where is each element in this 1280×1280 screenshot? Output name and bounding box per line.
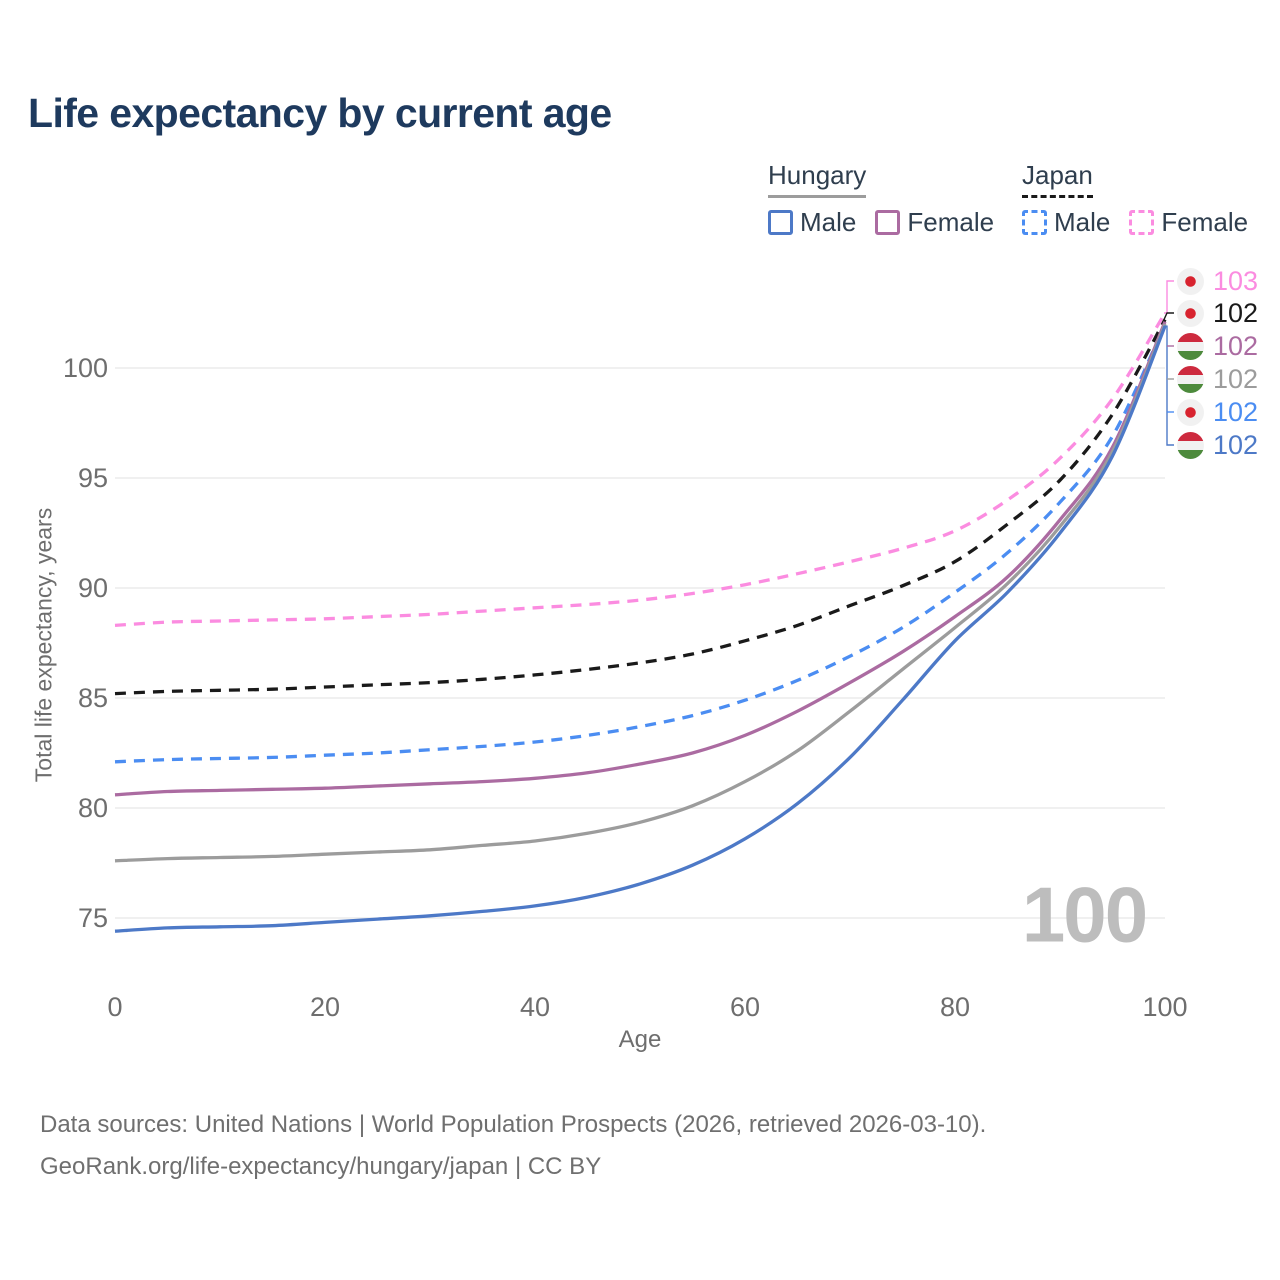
footer: Data sources: United Nations | World Pop… [40,1104,986,1188]
end-label-japan-male: 102 [1177,399,1258,426]
y-axis-title: Total life expectancy, years [30,507,57,783]
checkbox-hungary-male[interactable] [768,210,793,235]
leader-line-japan-female [1164,280,1174,314]
footer-attribution-link[interactable]: GeoRank.org/life-expectancy/hungary/japa… [40,1153,602,1180]
end-label-hungary-male: 102 [1177,432,1258,459]
series-line-japan-total[interactable] [114,318,1167,696]
end-label-japan-total: 102 [1177,300,1258,327]
legend-item-label: Male [1054,207,1111,237]
end-label-japan-female: 103 [1177,268,1258,295]
japan-flag-icon [1177,300,1204,327]
hungary-flag-icon [1177,333,1204,360]
legend-item-hungary-female[interactable]: Female [875,207,994,238]
hungary-flag-icon [1177,366,1204,393]
y-tick-label: 80 [77,793,108,823]
legend-group-japan: Japan Male Female [1022,160,1248,238]
legend-header-hungary[interactable]: Hungary [768,160,867,198]
series-line-japan-male[interactable] [114,323,1167,764]
end-label-value: 102 [1213,298,1259,328]
legend: Hungary Male Female Japan Male Female [768,160,1248,238]
y-tick-label: 90 [77,573,108,603]
end-label-value: 102 [1213,364,1259,394]
hungary-flag-icon [1177,432,1204,459]
y-tick-label: 75 [77,903,108,933]
leader-line-japan-total [1163,312,1174,320]
x-axis-title: Age [618,1026,662,1053]
series-line-japan-female[interactable] [114,312,1167,628]
checkbox-hungary-female[interactable] [875,210,901,235]
end-label-value: 102 [1213,331,1259,361]
legend-row-hungary: Male Female [768,207,1022,238]
legend-item-label: Male [800,207,857,237]
x-tick-label: 100 [1142,992,1188,1022]
checkbox-japan-male[interactable] [1022,210,1047,235]
footer-data-sources: Data sources: United Nations | World Pop… [40,1111,987,1138]
legend-item-japan-female[interactable]: Female [1129,207,1248,238]
checkbox-japan-female[interactable] [1129,210,1155,235]
legend-item-japan-male[interactable]: Male [1022,207,1110,238]
series-line-hungary-male[interactable] [114,325,1167,933]
y-tick-label: 95 [77,463,108,493]
legend-item-hungary-male[interactable]: Male [768,207,856,238]
x-tick-label: 0 [107,992,123,1022]
end-label-hungary-female: 102 [1177,333,1258,360]
x-tick-label: 80 [939,992,971,1022]
page-title: Life expectancy by current age [28,90,612,136]
leader-line-hungary-male [1164,325,1174,446]
japan-flag-icon [1177,399,1204,426]
y-tick-label: 85 [77,683,108,713]
legend-item-label: Female [1161,207,1249,237]
legend-group-hungary: Hungary Male Female [768,160,1022,238]
end-label-value: 103 [1213,266,1259,296]
series-line-hungary-total[interactable] [114,323,1167,863]
x-tick-label: 40 [519,992,551,1022]
end-label-value: 102 [1213,430,1259,460]
japan-flag-icon [1177,268,1204,295]
x-tick-label: 20 [309,992,341,1022]
series-line-hungary-female[interactable] [114,321,1167,797]
legend-item-label: Female [907,207,995,237]
age-watermark: 100 [1021,870,1148,959]
end-label-value: 102 [1213,397,1259,427]
legend-header-japan[interactable]: Japan [1022,160,1093,198]
end-label-hungary-total: 102 [1177,366,1258,393]
x-tick-label: 60 [729,992,761,1022]
legend-row-japan: Male Female [1022,207,1248,238]
y-tick-label: 100 [62,353,108,383]
